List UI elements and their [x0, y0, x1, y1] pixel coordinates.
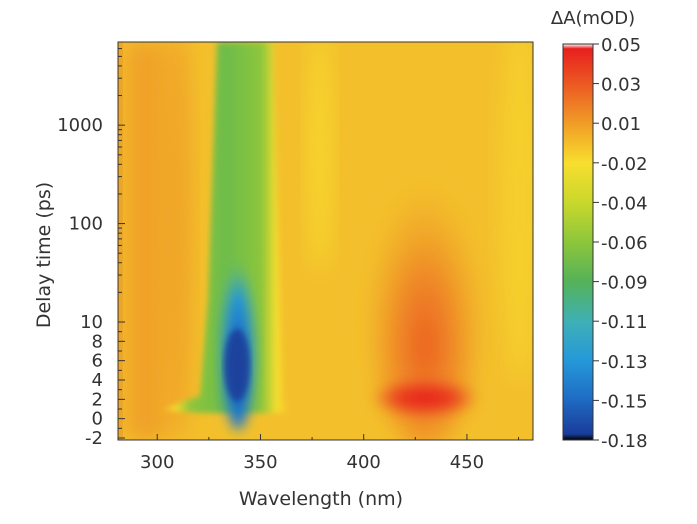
colorbar-tick-label: -0.02: [601, 154, 648, 175]
colorbar-tick-label: 0.05: [601, 35, 641, 56]
y-axis-label: Delay time (ps): [33, 182, 55, 328]
x-tick-label: 350: [243, 452, 277, 473]
plot-frame: [117, 41, 534, 441]
colorbar-gradient: [562, 43, 594, 441]
y-tick-label: 100: [69, 214, 103, 235]
x-tick-label: 450: [450, 452, 484, 473]
y-tick-label: 0: [92, 409, 103, 430]
colorbar-tick-label: -0.06: [601, 233, 648, 254]
colorbar-tick-label: -0.04: [601, 193, 648, 214]
colorbar-tick-label: 0.03: [601, 75, 641, 96]
colorbar: 0.05 0.03 0.01 -0.02 -0.04 -0.06 -0.09 -0.11 -0.…: [551, 8, 648, 452]
x-axis-label: Wavelength (nm): [239, 488, 403, 510]
colorbar-title: ΔA(mOD): [551, 8, 635, 29]
colorbar-tick-label: -0.18: [601, 431, 648, 452]
colorbar-tick-label: -0.15: [601, 391, 648, 412]
y-tick-label: -2: [85, 428, 103, 449]
colorbar-tick-label: -0.11: [601, 312, 648, 333]
y-tick-label: 6: [92, 351, 103, 372]
y-tick-label: 1000: [57, 115, 103, 136]
x-axis: 300 350 400 450: [140, 434, 520, 473]
x-tick-label: 300: [140, 452, 174, 473]
y-tick-label: 10: [80, 312, 103, 333]
y-tick-label: 4: [92, 370, 103, 391]
heatmap-area: [118, 42, 533, 440]
colorbar-tick-label: -0.13: [601, 352, 648, 373]
y-tick-label: 8: [92, 331, 103, 352]
colorbar-tick-label: 0.01: [601, 114, 641, 135]
y-tick-label: 2: [92, 389, 103, 410]
x-tick-label: 400: [347, 452, 381, 473]
colorbar-tick-label: -0.09: [601, 273, 648, 294]
